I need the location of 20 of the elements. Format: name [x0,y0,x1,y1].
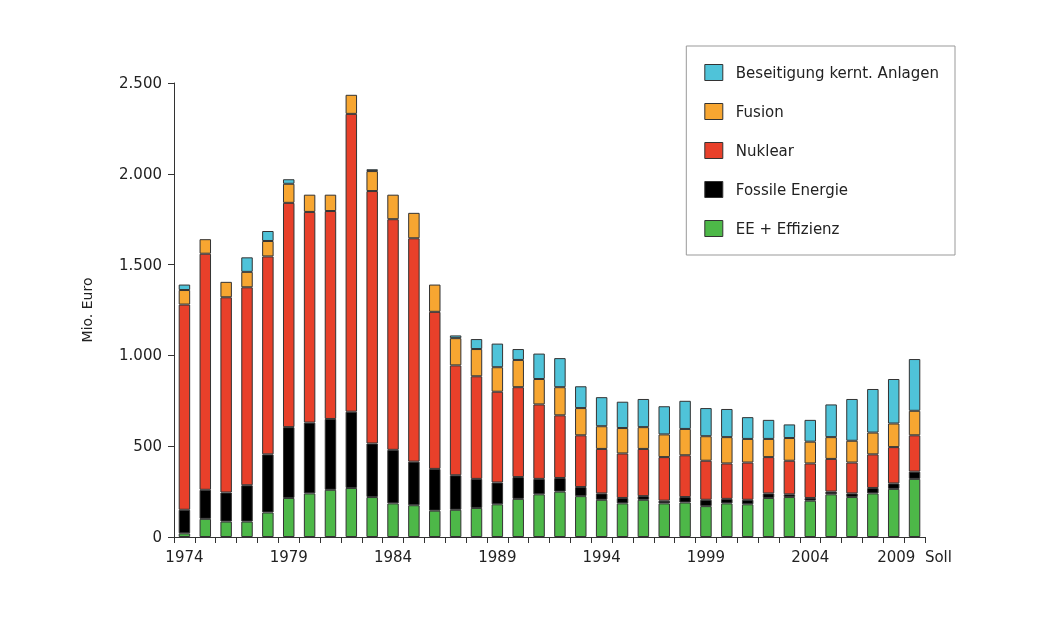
y-tick-label: 0 [152,528,162,546]
x-tick-label: 1994 [582,547,621,566]
y-tick-label: 500 [133,437,162,456]
y-tick-label: 2.000 [119,164,162,183]
x-tick-label: 2009 Soll [877,547,952,566]
x-tick-label: 1989 [478,547,517,566]
legend-label: Beseitigung kernt. Anlagen [735,63,940,82]
y-tick-label: 2.500 [119,74,162,92]
legend-label: Nuklear [735,141,795,160]
y-tick-label: 1.500 [119,255,162,274]
x-tick-label: 2004 [791,547,830,566]
x-tick-label: 1999 [686,547,726,566]
y-tick-label: 1.000 [119,346,162,365]
x-tick-label: 1974 [165,547,204,566]
x-tick-label: 1979 [269,547,308,566]
legend-label: Fossile Energie [735,180,849,199]
x-tick-label: 1984 [373,547,413,566]
y-axis-title: Mio. Euro [79,277,95,343]
legend-label: Fusion [735,102,784,121]
legend-label: EE + Effizienz [735,219,840,238]
